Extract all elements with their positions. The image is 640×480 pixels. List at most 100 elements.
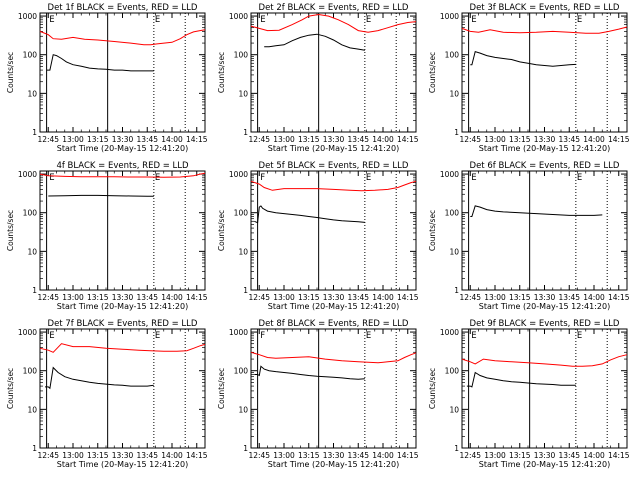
panel-3: Det 3f BLACK = Events, RED = LLD 1 10 100 10… xyxy=(428,3,630,153)
y-axis-label: Counts/sec xyxy=(6,368,15,409)
x-tick-label: 14:15 xyxy=(608,451,630,460)
panel-title: Det 9f BLACK = Events, RED = LLD xyxy=(470,319,620,329)
x-tick-label: 14:00 xyxy=(583,451,605,460)
x-tick-label: 13:30 xyxy=(323,293,345,302)
marker-flag-label: F xyxy=(260,173,265,183)
marker-flag-label: E xyxy=(471,331,476,341)
panel-title: Det 5f BLACK = Events, RED = LLD xyxy=(259,161,409,171)
marker-flag-label: E xyxy=(577,15,582,25)
x-tick-label: 14:00 xyxy=(161,135,183,144)
plot-frame xyxy=(39,328,206,449)
panel-title: Det 2f BLACK = Events, RED = LLD xyxy=(259,3,409,13)
plot-frame xyxy=(461,170,628,291)
y-tick-label: 100 xyxy=(445,209,460,218)
panel-7: Det 7f BLACK = Events, RED = LLD 1 10 100 10… xyxy=(6,319,208,469)
x-tick-label: 13:45 xyxy=(347,293,369,302)
x-tick-label: 14:15 xyxy=(186,135,208,144)
panel-title: Det 6f BLACK = Events, RED = LLD xyxy=(470,161,620,171)
x-tick-label: 13:45 xyxy=(136,293,158,302)
y-tick-label: 10 xyxy=(27,247,37,256)
x-tick-label: 14:00 xyxy=(372,451,394,460)
x-tick-label: 12:45 xyxy=(248,451,270,460)
x-tick-label: 14:00 xyxy=(372,135,394,144)
y-axis-label: Counts/sec xyxy=(217,52,226,93)
marker-flag-label: E xyxy=(366,173,371,183)
x-tick-label: 13:15 xyxy=(509,293,531,302)
y-tick-label: 10 xyxy=(238,247,248,256)
y-tick-label: 1000 xyxy=(440,328,459,337)
y-tick-label: 10 xyxy=(27,405,37,414)
y-tick-label: 1 xyxy=(454,286,459,295)
x-axis-label: Start Time (20-May-15 12:41:20) xyxy=(268,460,399,469)
x-tick-label: 12:45 xyxy=(37,135,59,144)
marker-flag-label: E xyxy=(577,173,582,183)
y-tick-label: 10 xyxy=(449,89,459,98)
y-tick-label: 1 xyxy=(243,286,248,295)
y-tick-label: 1000 xyxy=(440,170,459,179)
y-tick-label: 10 xyxy=(449,247,459,256)
x-tick-label: 13:30 xyxy=(534,451,556,460)
events-series-line xyxy=(466,371,576,388)
x-tick-label: 14:15 xyxy=(608,135,630,144)
y-tick-label: 10 xyxy=(449,405,459,414)
x-axis-label: Start Time (20-May-15 12:41:20) xyxy=(57,302,188,311)
panel-1: Det 1f BLACK = Events, RED = LLD 1 10 100 10… xyxy=(6,3,208,153)
events-series-line xyxy=(470,50,576,67)
panel-title: Det 1f BLACK = Events, RED = LLD xyxy=(48,3,198,13)
x-tick-label: 13:15 xyxy=(298,135,320,144)
y-tick-label: 100 xyxy=(23,209,38,218)
lld-series-line xyxy=(39,172,206,178)
y-tick-label: 100 xyxy=(234,367,249,376)
x-tick-label: 13:30 xyxy=(112,451,134,460)
x-tick-label: 13:15 xyxy=(298,451,320,460)
x-axis-label: Start Time (20-May-15 12:41:20) xyxy=(268,302,399,311)
x-tick-label: 13:00 xyxy=(273,135,295,144)
x-tick-label: 12:45 xyxy=(459,293,481,302)
marker-flag-label: E xyxy=(366,331,371,341)
lld-series-line xyxy=(39,29,206,46)
y-tick-label: 10 xyxy=(27,89,37,98)
x-tick-label: 14:00 xyxy=(161,451,183,460)
x-tick-label: 13:45 xyxy=(136,451,158,460)
x-tick-label: 14:15 xyxy=(397,451,419,460)
x-axis-label: Start Time (20-May-15 12:41:20) xyxy=(479,302,610,311)
x-tick-label: 13:00 xyxy=(62,293,84,302)
y-tick-label: 100 xyxy=(445,51,460,60)
events-series-line xyxy=(48,194,154,197)
marker-flag-label: E xyxy=(577,331,582,341)
x-tick-label: 12:45 xyxy=(37,293,59,302)
y-axis-label: Counts/sec xyxy=(428,210,437,251)
x-axis-label: Start Time (20-May-15 12:41:20) xyxy=(57,460,188,469)
x-tick-label: 14:15 xyxy=(186,293,208,302)
panel-9: Det 9f BLACK = Events, RED = LLD 1 10 100 10… xyxy=(428,319,630,469)
y-axis-label: Counts/sec xyxy=(428,368,437,409)
marker-flag-label: E xyxy=(49,331,54,341)
plot-frame xyxy=(250,12,417,133)
x-tick-label: 13:00 xyxy=(484,135,506,144)
x-tick-label: 14:00 xyxy=(583,135,605,144)
x-tick-label: 13:45 xyxy=(347,451,369,460)
x-tick-label: 13:30 xyxy=(534,293,556,302)
x-tick-label: 13:15 xyxy=(509,135,531,144)
x-tick-label: 12:45 xyxy=(459,451,481,460)
y-tick-label: 10 xyxy=(238,89,248,98)
y-axis-label: Counts/sec xyxy=(428,52,437,93)
y-tick-label: 1 xyxy=(32,286,37,295)
marker-flag-label: E xyxy=(155,173,160,183)
lld-series-line xyxy=(250,13,417,33)
panel-4: 4f BLACK = Events, RED = LLD 1 10 100 1000 12… xyxy=(6,161,208,311)
y-tick-label: 1 xyxy=(454,128,459,137)
lld-series-line xyxy=(39,343,206,353)
marker-flag-label: E xyxy=(49,15,54,25)
y-tick-label: 100 xyxy=(445,367,460,376)
x-tick-label: 13:00 xyxy=(62,135,84,144)
panel-title: Det 3f BLACK = Events, RED = LLD xyxy=(470,3,620,13)
x-tick-label: 13:15 xyxy=(87,135,109,144)
marker-flag-label: E xyxy=(471,173,476,183)
x-tick-label: 13:45 xyxy=(558,293,580,302)
x-tick-label: 12:45 xyxy=(248,293,270,302)
x-tick-label: 14:00 xyxy=(583,293,605,302)
x-tick-label: 13:30 xyxy=(323,135,345,144)
events-series-line xyxy=(46,54,154,72)
y-tick-label: 1 xyxy=(243,444,248,453)
